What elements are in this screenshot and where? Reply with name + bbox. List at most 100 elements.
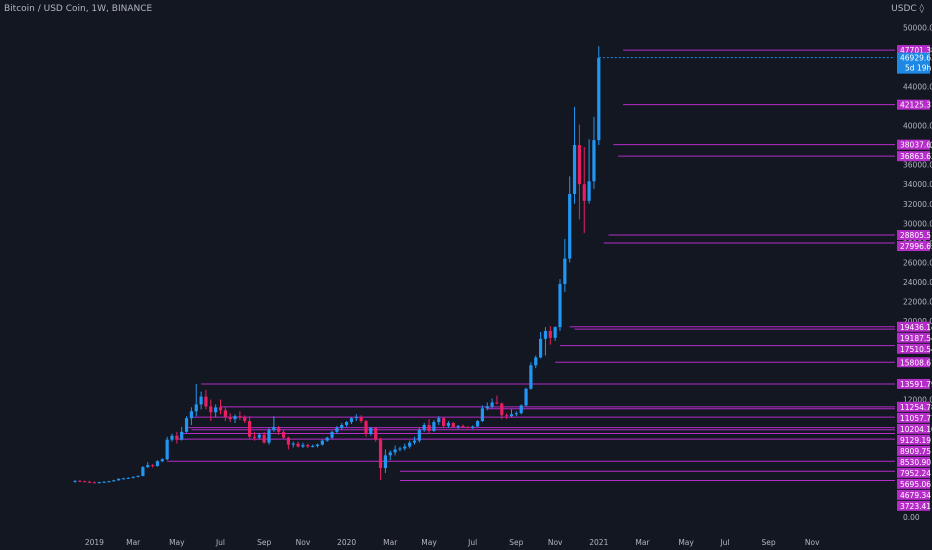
candle-body bbox=[553, 327, 557, 338]
candle-body bbox=[204, 396, 208, 407]
candle-body bbox=[354, 417, 358, 419]
candle-body bbox=[126, 477, 130, 479]
candle-body bbox=[78, 480, 82, 482]
level-tag bbox=[897, 99, 930, 110]
candle-body bbox=[568, 193, 572, 259]
candle-body bbox=[175, 435, 179, 440]
candle-body bbox=[403, 446, 407, 449]
candle-body bbox=[107, 481, 111, 483]
candle-body bbox=[136, 475, 140, 477]
candle-body bbox=[286, 437, 290, 445]
level-tag bbox=[897, 321, 930, 332]
candle-body bbox=[437, 418, 441, 423]
level-tag-label: 19436.14 bbox=[900, 323, 932, 332]
time-tick-label: Sep bbox=[509, 538, 523, 547]
support-resistance-lines bbox=[167, 49, 895, 482]
time-tick-label: Jul bbox=[215, 538, 225, 547]
candle-body bbox=[277, 426, 281, 432]
candle-body bbox=[180, 431, 184, 440]
time-tick-label: Jul bbox=[719, 538, 729, 547]
candle-body bbox=[587, 181, 591, 201]
level-tag bbox=[897, 332, 930, 343]
candle-body bbox=[548, 331, 552, 338]
candle-body bbox=[199, 396, 203, 405]
price-tick-label: 12000.00 bbox=[903, 396, 932, 405]
price-tick-label: 30000.00 bbox=[903, 219, 932, 228]
candle-body bbox=[383, 455, 387, 469]
candle-body bbox=[141, 467, 145, 476]
price-tick-label: 26000.00 bbox=[903, 259, 932, 268]
time-tick-label: Mar bbox=[635, 538, 650, 547]
price-tick-label: 24000.00 bbox=[903, 278, 932, 287]
candle-body bbox=[248, 421, 252, 437]
currency-label[interactable]: USDC ◊ bbox=[891, 4, 924, 14]
candle-body bbox=[233, 416, 237, 420]
time-tick-label: Nov bbox=[805, 538, 820, 547]
price-tick-label: 40000.00 bbox=[903, 121, 932, 130]
level-tag-label: 19187.54 bbox=[900, 334, 932, 343]
price-tick-label: 44000.00 bbox=[903, 82, 932, 91]
candle-body bbox=[73, 480, 77, 482]
level-tag bbox=[897, 467, 930, 478]
candle-body bbox=[238, 416, 242, 418]
candle-body bbox=[92, 482, 96, 484]
candle-body bbox=[267, 429, 271, 443]
candle-body bbox=[388, 452, 392, 456]
candle-body bbox=[422, 424, 426, 430]
candle-body bbox=[475, 421, 480, 427]
candle-body bbox=[456, 425, 460, 427]
price-tick-label: 36000.00 bbox=[903, 161, 932, 170]
candle-body bbox=[131, 476, 135, 478]
level-tag bbox=[897, 401, 930, 412]
candle-body bbox=[165, 439, 169, 460]
candle-body bbox=[534, 357, 538, 366]
candle-body bbox=[296, 443, 300, 447]
price-tick-label: 20000.00 bbox=[903, 317, 932, 326]
time-tick-label: Mar bbox=[126, 538, 141, 547]
level-tag-label: 5695.06 bbox=[900, 480, 931, 489]
time-tick-label: 2020 bbox=[337, 538, 356, 547]
time-tick-label: Jul bbox=[467, 538, 477, 547]
level-tag-label: 11254.78 bbox=[900, 403, 932, 412]
candle-body bbox=[102, 481, 106, 483]
level-price-tags: 47701.38 42125.31 38037.62 36863.63 28805.51… bbox=[897, 45, 932, 511]
current-price-tag bbox=[897, 52, 930, 74]
price-tick-label: 32000.00 bbox=[903, 200, 932, 209]
candle-body bbox=[151, 465, 155, 467]
candle-body bbox=[335, 427, 339, 432]
level-tag-label: 15808.61 bbox=[900, 358, 932, 367]
current-price-label: 46929.63 bbox=[900, 54, 932, 63]
candle-body bbox=[325, 437, 329, 441]
candle-body bbox=[597, 57, 601, 141]
level-tag bbox=[897, 241, 930, 252]
level-tag-label: 4679.34 bbox=[900, 491, 931, 500]
candle-body bbox=[306, 445, 310, 447]
candle-body bbox=[189, 411, 193, 419]
candle-body bbox=[146, 465, 150, 468]
level-tag-label: 8909.75 bbox=[900, 447, 931, 456]
candle-body bbox=[417, 429, 421, 441]
level-tag-label: 47701.38 bbox=[900, 46, 932, 55]
candle-body bbox=[398, 448, 402, 450]
time-axis: 2019 Mar May Jul Sep Nov 2020 Mar May Jul Sep Nov 20… bbox=[85, 538, 820, 547]
candle-body bbox=[320, 440, 324, 445]
current-price-tag: 46929.635d 19h bbox=[598, 52, 932, 74]
level-tag-label: 11057.77 bbox=[900, 414, 932, 423]
level-tag-label: 36863.63 bbox=[900, 152, 932, 161]
candle-body bbox=[495, 402, 499, 404]
level-tag-label: 8530.90 bbox=[900, 458, 931, 467]
candle-body bbox=[214, 407, 218, 413]
level-tag-label: 42125.31 bbox=[900, 101, 932, 110]
candle-body bbox=[184, 418, 189, 432]
level-tag bbox=[897, 412, 930, 423]
candle-body bbox=[194, 404, 198, 412]
time-tick-label: Sep bbox=[761, 538, 775, 547]
candle-body bbox=[160, 459, 164, 462]
candle-body bbox=[461, 425, 465, 427]
candle-body bbox=[378, 439, 383, 469]
time-tick-label: Mar bbox=[383, 538, 398, 547]
candle-body bbox=[97, 482, 101, 484]
level-tag bbox=[897, 434, 930, 445]
price-tick-label: 0.00 bbox=[903, 513, 920, 522]
